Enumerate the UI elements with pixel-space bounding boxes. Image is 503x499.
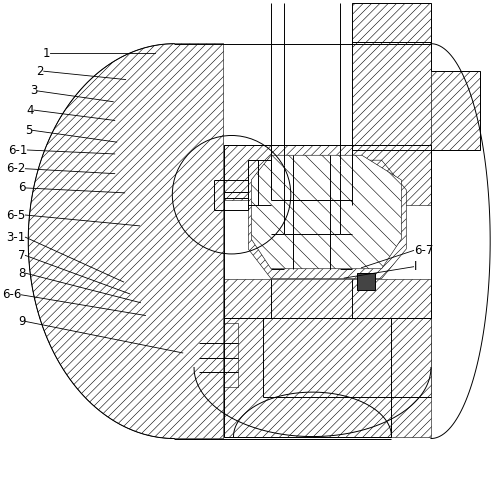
Text: 6-6: 6-6 bbox=[2, 288, 22, 301]
Bar bbox=[357, 272, 375, 290]
Text: 2: 2 bbox=[36, 65, 44, 78]
Polygon shape bbox=[199, 323, 238, 387]
Polygon shape bbox=[224, 145, 271, 200]
Text: 6-5: 6-5 bbox=[6, 209, 25, 222]
Text: 7: 7 bbox=[18, 249, 25, 262]
Polygon shape bbox=[248, 160, 406, 278]
Polygon shape bbox=[284, 200, 340, 234]
Text: 6-1: 6-1 bbox=[8, 144, 27, 157]
Polygon shape bbox=[431, 71, 480, 150]
Text: 3-1: 3-1 bbox=[6, 231, 25, 244]
Polygon shape bbox=[252, 155, 401, 269]
Text: 3: 3 bbox=[30, 84, 37, 97]
Polygon shape bbox=[224, 278, 431, 318]
Text: 9: 9 bbox=[18, 315, 25, 328]
Text: 6: 6 bbox=[18, 182, 25, 195]
Polygon shape bbox=[224, 318, 431, 437]
Polygon shape bbox=[214, 180, 224, 210]
Text: 8: 8 bbox=[18, 266, 25, 279]
Polygon shape bbox=[391, 318, 431, 437]
Polygon shape bbox=[352, 145, 431, 205]
Polygon shape bbox=[28, 44, 224, 439]
Text: 4: 4 bbox=[26, 104, 34, 117]
Polygon shape bbox=[352, 42, 431, 150]
Text: 6-7: 6-7 bbox=[413, 244, 433, 257]
Polygon shape bbox=[352, 3, 431, 42]
Text: 5: 5 bbox=[25, 124, 32, 137]
Polygon shape bbox=[248, 160, 258, 205]
Polygon shape bbox=[271, 145, 352, 180]
Text: 6-2: 6-2 bbox=[6, 162, 25, 175]
Text: I: I bbox=[413, 260, 417, 273]
Text: 1: 1 bbox=[43, 47, 50, 60]
